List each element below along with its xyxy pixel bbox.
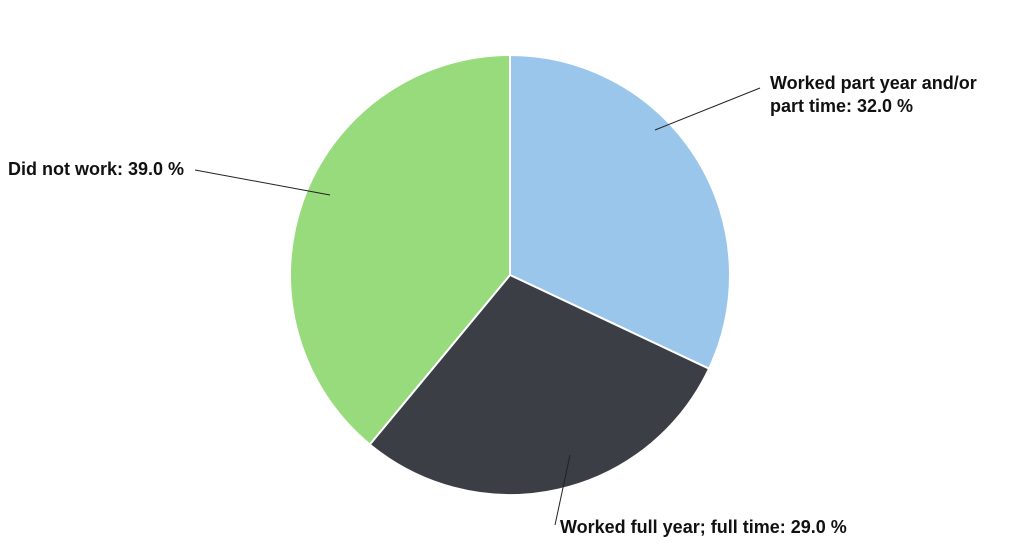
slice-label-part: Worked part year and/or part time: 32.0 … (770, 72, 977, 117)
slice-label-none: Did not work: 39.0 % (8, 158, 184, 181)
leader-line-part (655, 88, 760, 130)
pie-chart: Worked part year and/or part time: 32.0 … (0, 0, 1024, 558)
slice-label-full: Worked full year; full time: 29.0 % (560, 516, 847, 539)
